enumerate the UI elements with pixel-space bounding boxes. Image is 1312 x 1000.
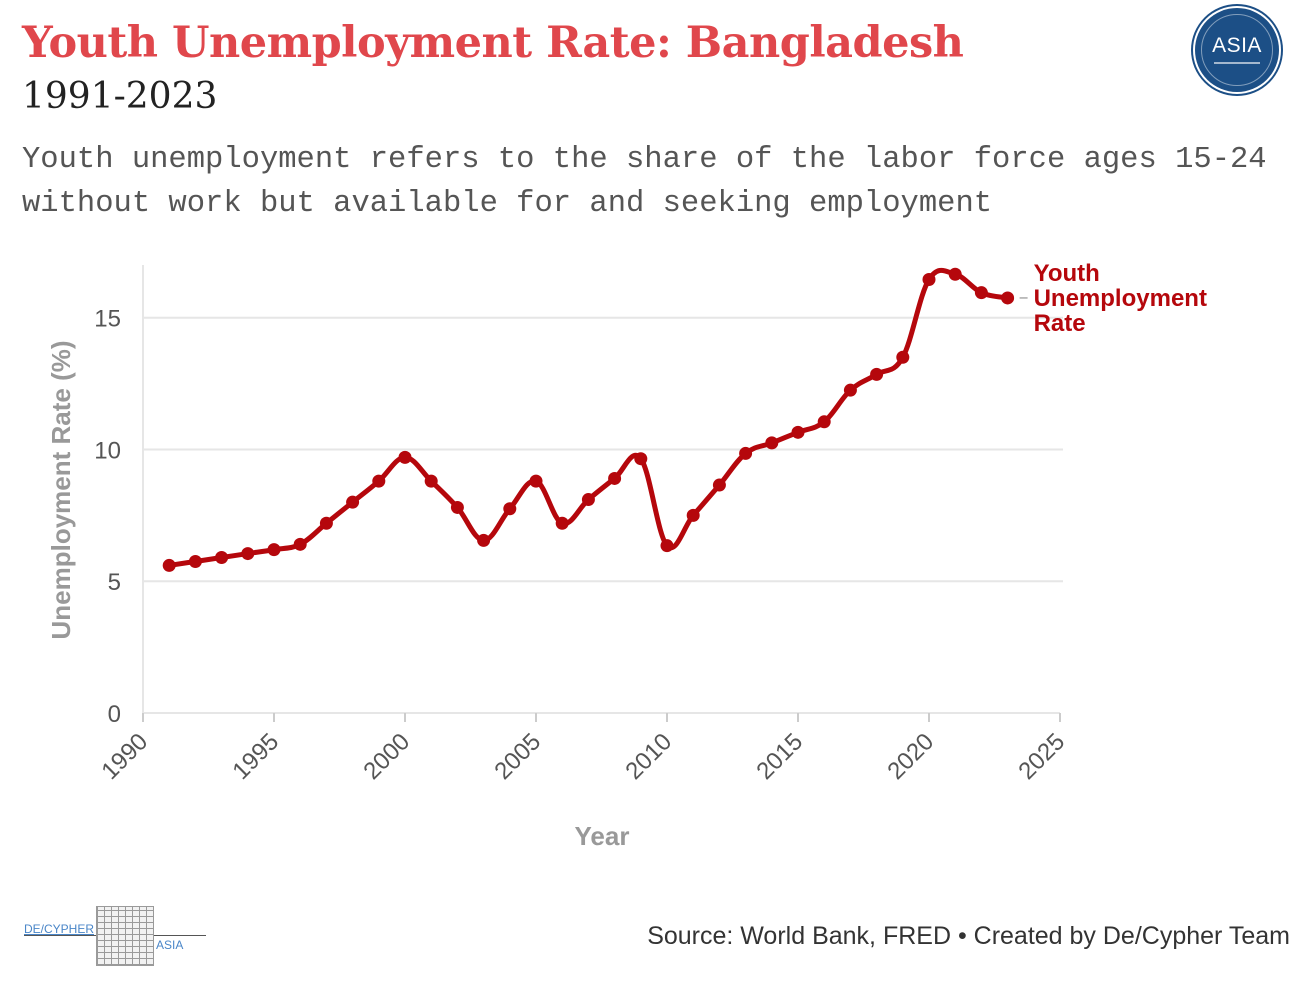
data-point xyxy=(267,543,281,557)
x-tick-label: 2005 xyxy=(489,728,546,785)
data-point xyxy=(843,383,857,397)
data-point xyxy=(398,450,412,464)
series-label-line: Unemployment xyxy=(1034,285,1207,312)
data-point xyxy=(686,508,700,522)
series-layer: Youth Unemployment Rate xyxy=(162,260,1207,572)
data-point xyxy=(555,516,569,530)
data-point xyxy=(529,474,543,488)
series-line xyxy=(166,267,1011,568)
data-point xyxy=(948,267,962,281)
data-point xyxy=(870,367,884,381)
x-axis-label: Year xyxy=(575,821,630,851)
data-point xyxy=(660,539,674,553)
data-point xyxy=(503,502,517,516)
data-point xyxy=(424,474,438,488)
data-point xyxy=(712,478,726,492)
data-point xyxy=(922,272,936,286)
data-point xyxy=(1001,291,1015,305)
y-tick-label: 0 xyxy=(108,701,121,728)
data-point xyxy=(215,551,229,565)
axes: 0 5 10 15 1990 1995 2000 2005 2010 2015 2020 2025 xyxy=(94,265,1070,785)
data-point xyxy=(346,495,360,509)
data-point xyxy=(608,471,622,485)
data-point xyxy=(372,474,386,488)
data-point xyxy=(581,493,595,507)
x-tick-label: 2020 xyxy=(882,728,939,785)
source-note: Source: World Bank, FRED • Created by De… xyxy=(647,922,1290,950)
y-tick-label: 10 xyxy=(94,437,121,464)
data-point xyxy=(477,533,491,547)
data-point xyxy=(791,425,805,439)
data-point xyxy=(293,537,307,551)
data-point xyxy=(817,415,831,429)
gridlines xyxy=(143,316,1063,583)
badge-ring xyxy=(1201,14,1273,86)
data-point xyxy=(896,350,910,364)
x-tick-label: 2015 xyxy=(751,728,808,785)
chart-description: Youth unemployment refers to the share o… xyxy=(22,143,1267,221)
data-point xyxy=(974,286,988,300)
series-label-line: Youth xyxy=(1034,260,1100,287)
x-tick-label: 2025 xyxy=(1013,728,1070,785)
logo-text-asia: ASIA xyxy=(156,938,184,952)
decypher-asia-logo: DE/CYPHER ASIA xyxy=(24,904,214,970)
x-tick-label: 1990 xyxy=(96,728,153,785)
data-point xyxy=(634,452,648,466)
x-tick-label: 1995 xyxy=(227,728,284,785)
x-tick-label: 2010 xyxy=(620,728,677,785)
data-point xyxy=(739,446,753,460)
maze-icon xyxy=(96,906,154,966)
data-point xyxy=(319,516,333,530)
logo-text-decypher: DE/CYPHER xyxy=(24,922,95,936)
y-tick-label: 15 xyxy=(94,306,121,333)
data-point xyxy=(241,547,255,561)
x-tick-label: 2000 xyxy=(358,728,415,785)
data-point xyxy=(765,436,779,450)
y-axis-label: Unemployment Rate (%) xyxy=(46,340,76,639)
chart-subtitle: 1991-2023 xyxy=(22,76,218,117)
data-point xyxy=(450,500,464,514)
series-label-line: Rate xyxy=(1034,310,1086,337)
data-point xyxy=(188,554,202,568)
chart-title: Youth Unemployment Rate: Bangladesh xyxy=(22,18,964,68)
y-tick-label: 5 xyxy=(108,569,121,596)
asia-badge-logo: ASIA xyxy=(1195,8,1279,92)
data-point xyxy=(162,558,176,572)
series-label: Youth Unemployment Rate xyxy=(1034,260,1207,337)
